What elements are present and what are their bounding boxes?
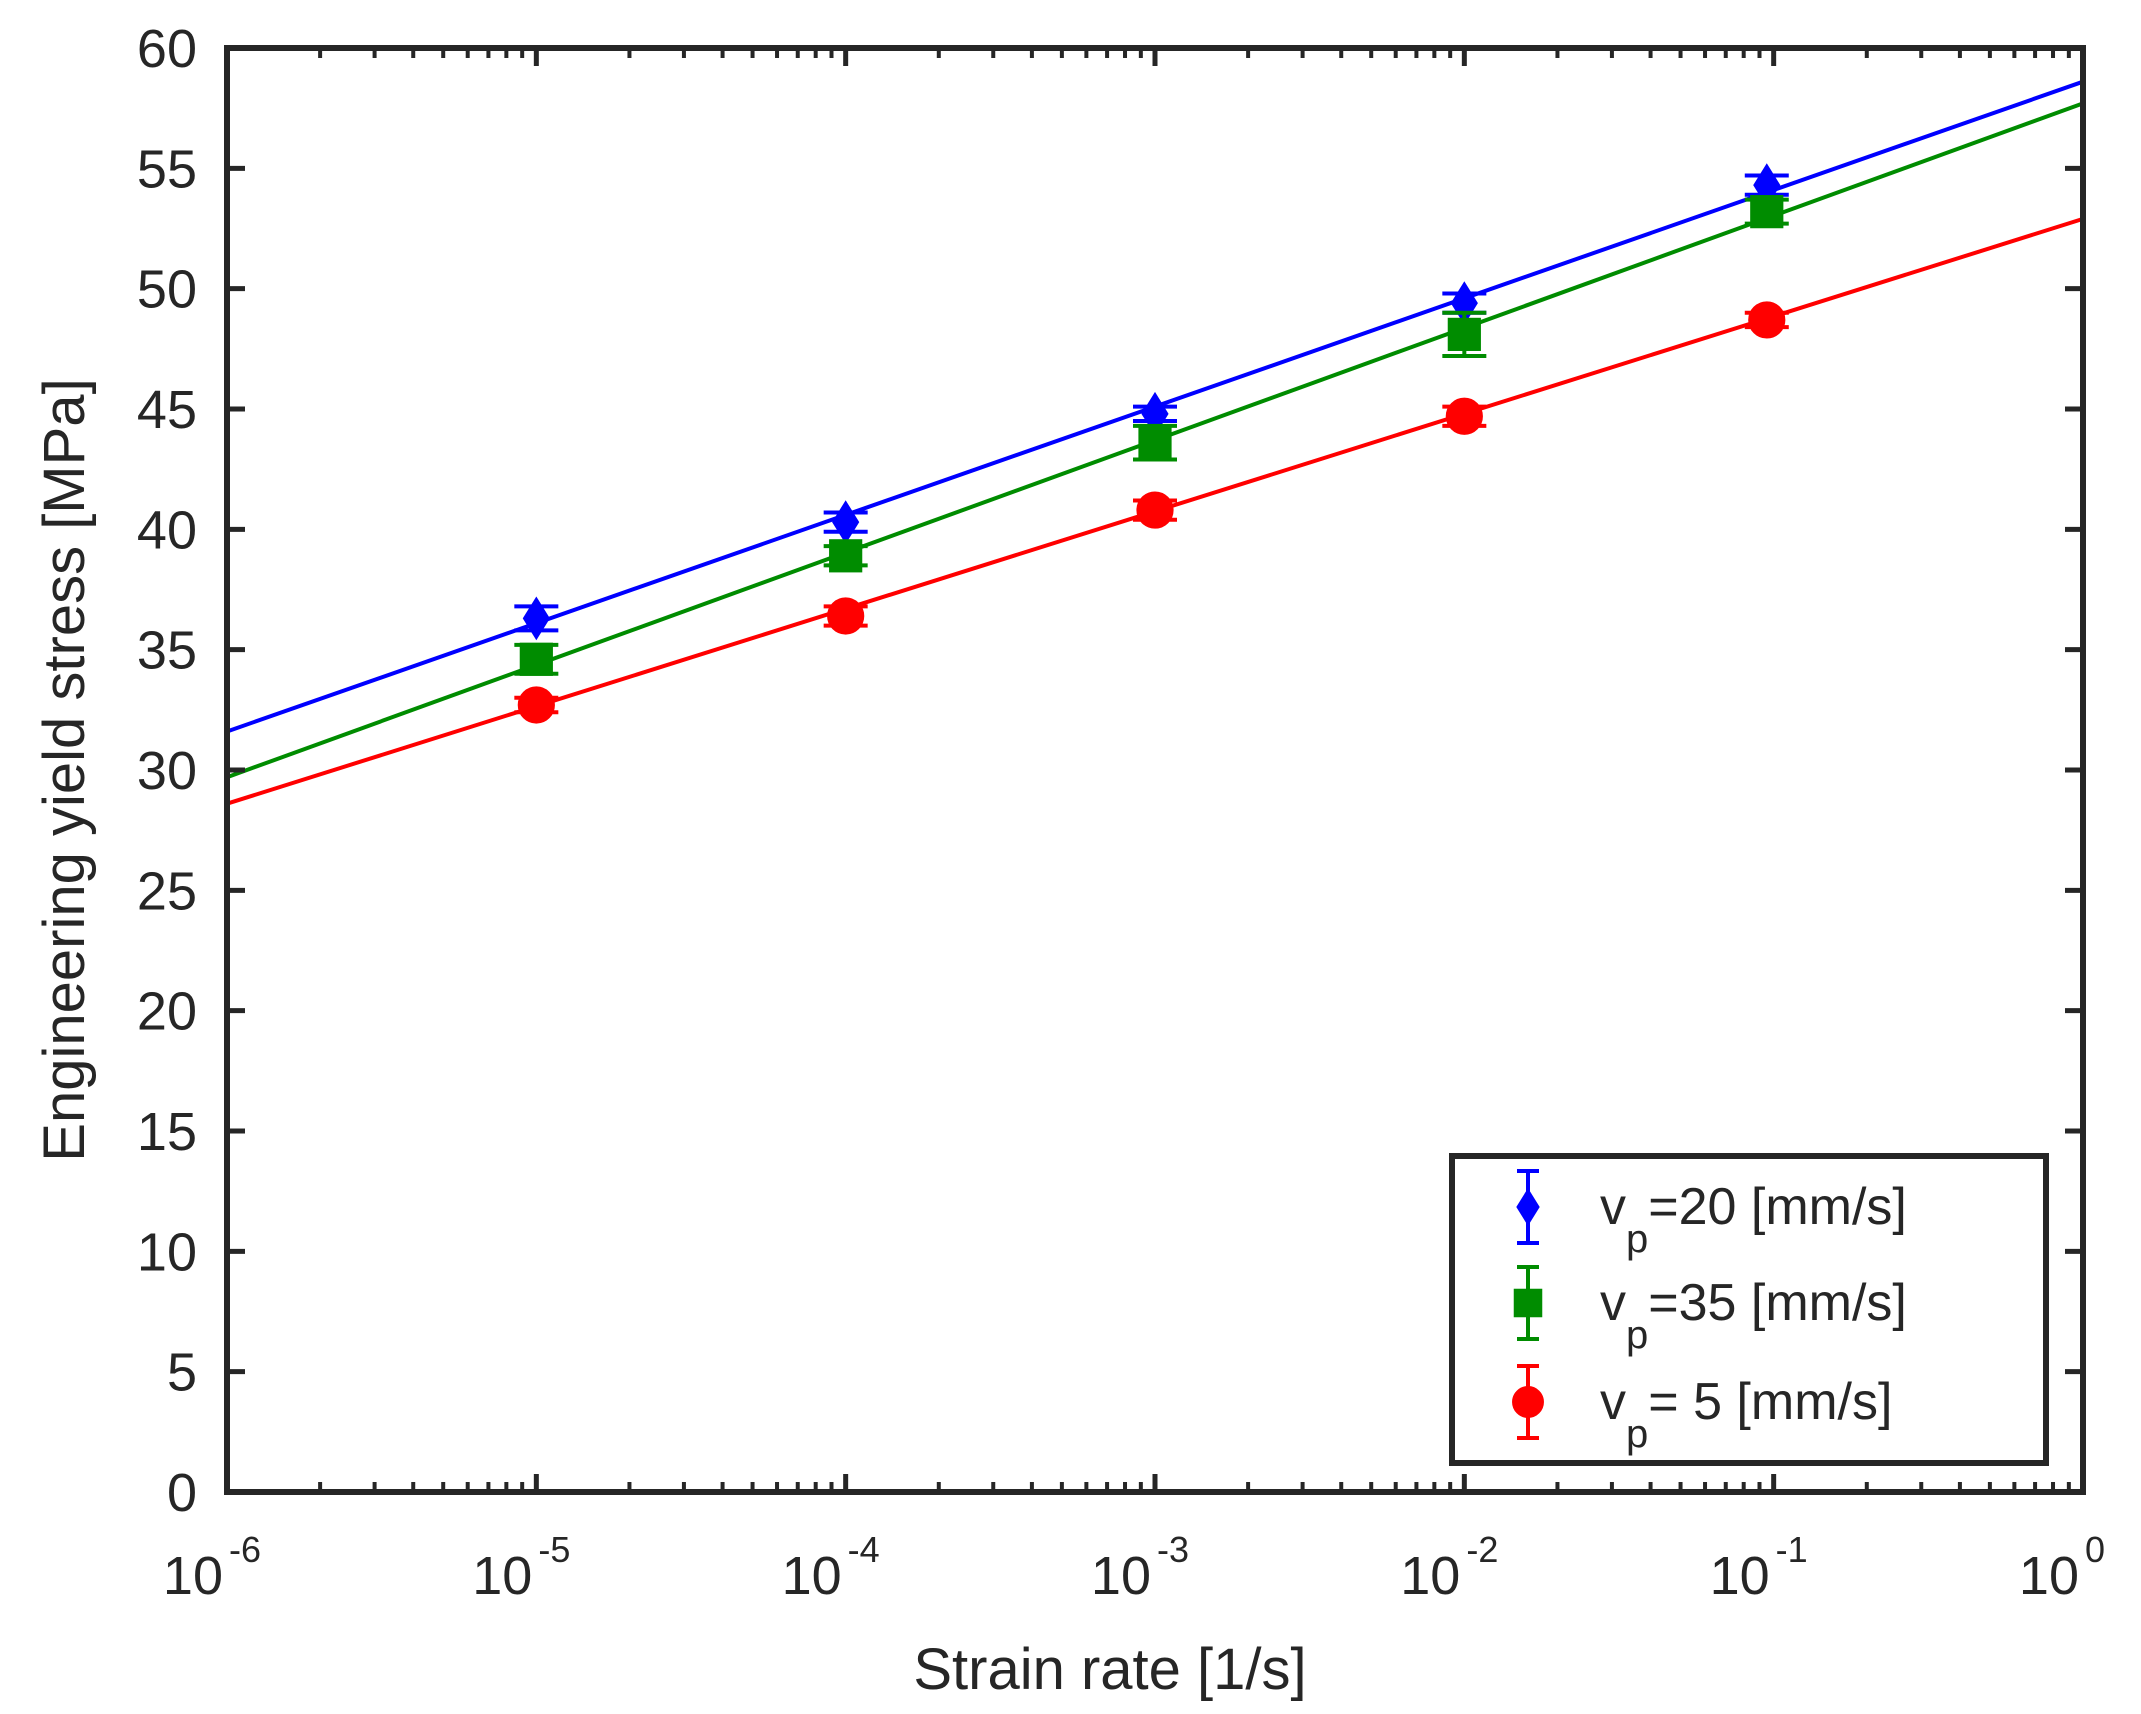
x-tick-label: 10 0 bbox=[2019, 1529, 2105, 1606]
legend-entry: vp= 5 [mm/s] bbox=[1512, 1364, 1892, 1456]
x-tick-label-exponent: -3 bbox=[1157, 1529, 1189, 1570]
x-tick-label-exponent: -1 bbox=[1776, 1529, 1808, 1570]
x-tick-label-base: 10 bbox=[782, 1546, 842, 1606]
legend-items: vp=20 [mm/s]vp=35 [mm/s]vp= 5 [mm/s] bbox=[1512, 1169, 1907, 1456]
x-tick-label: 10 -6 bbox=[163, 1529, 261, 1606]
y-tick-label: 20 bbox=[137, 982, 197, 1042]
x-tick-label: 10 -2 bbox=[1400, 1529, 1498, 1606]
plot-area bbox=[226, 79, 2084, 806]
legend-entry: vp=20 [mm/s] bbox=[1516, 1169, 1907, 1261]
y-tick-label: 40 bbox=[137, 500, 197, 560]
data-point bbox=[1750, 195, 1784, 229]
x-tick-label: 10 -5 bbox=[472, 1529, 570, 1606]
series-0 bbox=[226, 79, 2084, 734]
x-tick-label-exponent: -4 bbox=[848, 1529, 880, 1570]
legend-box bbox=[1449, 1153, 2049, 1466]
x-tick-label-base: 10 bbox=[163, 1546, 223, 1606]
x-tick-label-base: 10 bbox=[472, 1546, 532, 1606]
x-tick-label-exponent: -5 bbox=[538, 1529, 570, 1570]
legend-label-rest: =20 [mm/s] bbox=[1648, 1178, 1907, 1236]
data-point bbox=[519, 642, 553, 676]
y-tick-label: 0 bbox=[167, 1463, 197, 1523]
y-tick-label: 45 bbox=[137, 380, 197, 440]
x-tick-label-exponent: -6 bbox=[229, 1529, 261, 1570]
x-tick-label-exponent: -2 bbox=[1466, 1529, 1498, 1570]
series-1 bbox=[226, 101, 2084, 780]
legend-label-main: v bbox=[1600, 1373, 1626, 1431]
x-tick-label: 10 -4 bbox=[782, 1529, 880, 1606]
legend-label-main: v bbox=[1600, 1178, 1626, 1236]
data-point bbox=[522, 596, 550, 641]
legend-label: vp=20 [mm/s] bbox=[1600, 1178, 1907, 1261]
x-tick-label: 10 -1 bbox=[1710, 1529, 1808, 1606]
y-tick-label: 5 bbox=[167, 1343, 197, 1403]
legend-label-rest: = 5 [mm/s] bbox=[1648, 1373, 1892, 1431]
x-tick-label-base: 10 bbox=[1710, 1546, 1770, 1606]
x-tick-label: 10 -3 bbox=[1091, 1529, 1189, 1606]
legend-label: vp=35 [mm/s] bbox=[1600, 1274, 1907, 1357]
y-tick-label: 15 bbox=[137, 1102, 197, 1162]
legend-marker bbox=[1516, 1188, 1540, 1226]
legend-label-subscript: p bbox=[1626, 1217, 1648, 1261]
legend-label-subscript: p bbox=[1626, 1412, 1648, 1456]
data-point bbox=[827, 597, 865, 635]
data-point bbox=[1447, 317, 1481, 351]
legend-label-rest: =35 [mm/s] bbox=[1648, 1274, 1907, 1332]
axes-box bbox=[224, 45, 2086, 1495]
x-axis-title: Strain rate [1/s] bbox=[913, 1637, 1306, 1702]
x-tick-label-base: 10 bbox=[1400, 1546, 1460, 1606]
data-point bbox=[517, 686, 555, 724]
y-tick-label: 35 bbox=[137, 621, 197, 681]
x-tick-label-exponent: 0 bbox=[2085, 1529, 2105, 1570]
x-tick-label-base: 10 bbox=[1091, 1546, 1151, 1606]
legend-label-main: v bbox=[1600, 1274, 1626, 1332]
data-point bbox=[1138, 426, 1172, 460]
x-tick-label-base: 10 bbox=[2019, 1546, 2079, 1606]
y-tick-label: 30 bbox=[137, 741, 197, 801]
y-tick-label: 50 bbox=[137, 260, 197, 320]
data-point bbox=[1748, 301, 1786, 339]
y-tick-labels: 0 5 10 15 20 25 30 35 40 45 50 55 60 bbox=[137, 19, 197, 1523]
data-point bbox=[1136, 491, 1174, 529]
y-tick-label: 60 bbox=[137, 19, 197, 79]
y-tick-label: 25 bbox=[137, 861, 197, 921]
data-point bbox=[1445, 397, 1483, 435]
y-tick-label: 10 bbox=[137, 1222, 197, 1282]
data-point bbox=[829, 539, 863, 573]
legend-entry: vp=35 [mm/s] bbox=[1513, 1265, 1907, 1357]
legend-marker bbox=[1512, 1386, 1544, 1418]
series-2 bbox=[226, 216, 2084, 806]
legend-label: vp= 5 [mm/s] bbox=[1600, 1373, 1892, 1456]
legend-marker bbox=[1513, 1288, 1543, 1318]
y-tick-label: 55 bbox=[137, 139, 197, 199]
legend: vp=20 [mm/s]vp=35 [mm/s]vp= 5 [mm/s] bbox=[1449, 1153, 2049, 1466]
y-axis-title: Engineering yield stress [MPa] bbox=[32, 378, 97, 1161]
legend-label-subscript: p bbox=[1626, 1313, 1648, 1357]
x-tick-labels: 10 -6 10 -5 10 -4 10 -3 10 -2 10 -1 10 0 bbox=[163, 1529, 2105, 1606]
